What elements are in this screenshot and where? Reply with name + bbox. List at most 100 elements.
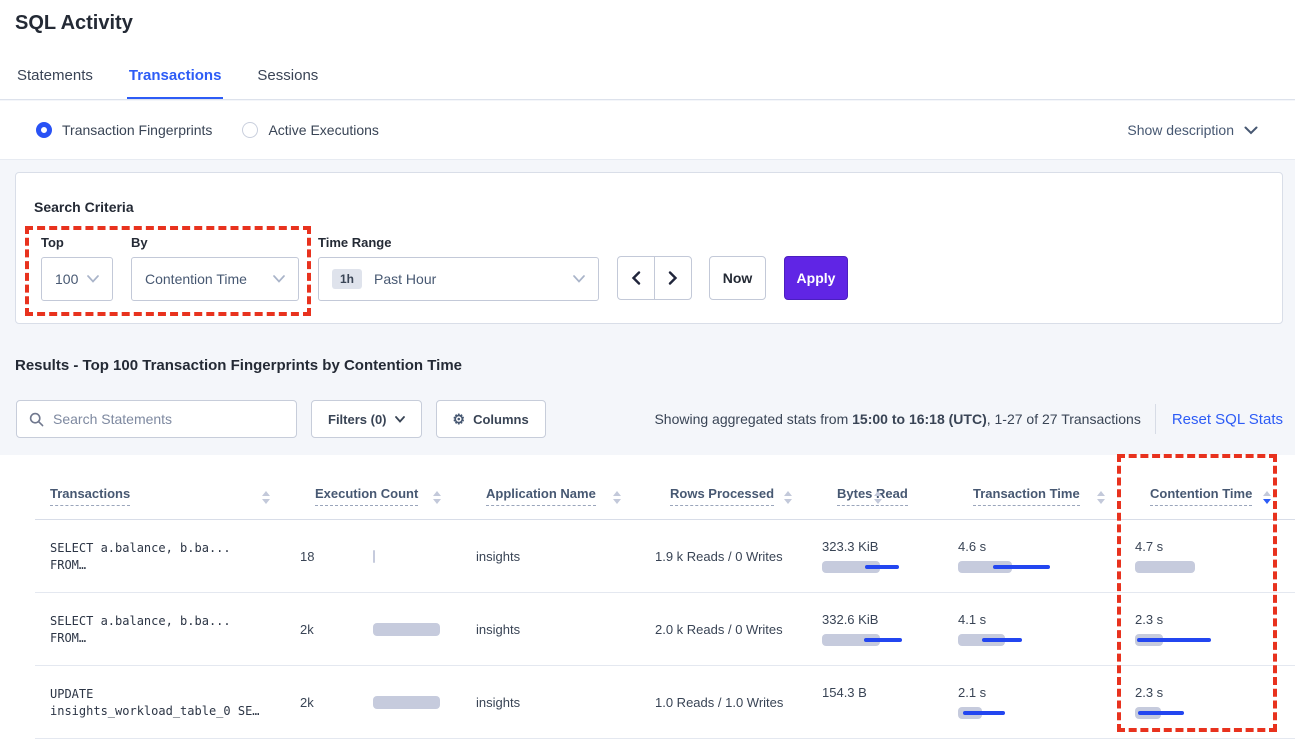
column-header-bytes-read[interactable]: Bytes Read: [822, 455, 958, 519]
application-name-cell: insights: [471, 593, 655, 665]
column-header-transactions[interactable]: Transactions: [35, 455, 300, 519]
sort-icon[interactable]: [433, 491, 441, 504]
execution-count-bar: [373, 695, 440, 709]
sort-down-triangle: [613, 499, 621, 504]
rows-processed-value: 2.0 k Reads / 0 Writes: [655, 621, 783, 637]
sort-icon[interactable]: [613, 491, 621, 504]
table-row[interactable]: UPDATE insights_workload_table_0 SE… 2k ins…: [35, 666, 1295, 739]
bytes-read-cell: 323.3 KiB: [822, 520, 958, 592]
radio-unselected-icon[interactable]: [242, 122, 259, 138]
sort-icon[interactable]: [874, 491, 882, 504]
time-range-label: Time Range: [318, 235, 392, 250]
column-header-execution-count[interactable]: Execution Count: [300, 455, 471, 519]
reset-sql-stats-link[interactable]: Reset SQL Stats: [1171, 410, 1283, 428]
statement-line-1: SELECT a.balance, b.ba...: [50, 540, 231, 555]
sort-down-triangle: [784, 499, 792, 504]
column-header-application-name[interactable]: Application Name: [471, 455, 655, 519]
column-header-contention-time[interactable]: Contention Time: [1135, 455, 1283, 519]
chevron-down-icon: [87, 275, 99, 283]
time-nav-group: [617, 256, 692, 300]
statement-line-2: FROM…: [50, 630, 87, 645]
column-header-label: Execution Count: [315, 486, 419, 506]
top-bar: SQL Activity Statements Transactions Ses…: [0, 0, 1295, 100]
transaction-time-bar: [958, 707, 1088, 719]
next-time-button[interactable]: [654, 256, 692, 300]
search-statements-input[interactable]: [53, 411, 284, 427]
aggregated-stats-text: Showing aggregated stats from 15:00 to 1…: [654, 411, 1141, 427]
rows-processed-value: 1.0 Reads / 1.0 Writes: [655, 694, 784, 710]
view-toggle-bar: Transaction Fingerprints Active Executio…: [0, 101, 1295, 160]
radio-selected-icon[interactable]: [36, 122, 52, 138]
tab-transactions[interactable]: Transactions: [126, 67, 224, 99]
apply-button[interactable]: Apply: [784, 256, 848, 300]
sort-down-triangle: [1263, 499, 1271, 504]
transaction-time-value: 4.6 s: [958, 539, 987, 554]
contention-time-cell: 2.3 s: [1135, 666, 1283, 738]
application-name-value: insights: [476, 548, 521, 564]
application-name-value: insights: [476, 621, 521, 637]
search-criteria-card: Search Criteria Top 100 By Contention Ti…: [15, 172, 1283, 324]
bytes-read-bar: [822, 561, 952, 573]
bar-stddev-line: [982, 638, 1022, 642]
top-label: Top: [41, 235, 64, 250]
rows-processed-value: 1.9 k Reads / 0 Writes: [655, 548, 783, 564]
sort-up-triangle: [1097, 491, 1105, 496]
top-select-value: 100: [55, 271, 79, 287]
column-header-transaction-time[interactable]: Transaction Time: [958, 455, 1135, 519]
bytes-read-cell: 154.3 B: [822, 666, 958, 738]
rows-processed-cell: 1.0 Reads / 1.0 Writes: [655, 666, 822, 738]
by-select[interactable]: Contention Time: [131, 257, 299, 301]
execution-count-value: 2k: [300, 694, 314, 710]
sort-up-triangle: [784, 491, 792, 496]
bytes-read-cell: 332.6 KiB: [822, 593, 958, 665]
statement-line-2: FROM…: [50, 557, 87, 572]
top-select[interactable]: 100: [41, 257, 113, 301]
execution-count-cell: 18: [300, 520, 471, 592]
transaction-statement-link[interactable]: UPDATE insights_workload_table_0 SE…: [35, 666, 300, 738]
chevron-right-icon: [668, 271, 678, 285]
column-header-label: Rows Processed: [670, 486, 775, 506]
statement-line-2: insights_workload_table_0 SE…: [50, 703, 260, 718]
sort-icon[interactable]: [1263, 491, 1271, 504]
search-statements-box[interactable]: [16, 400, 297, 438]
transaction-statement-link[interactable]: SELECT a.balance, b.ba... FROM…: [35, 593, 300, 665]
table-row[interactable]: SELECT a.balance, b.ba... FROM… 18 insights…: [35, 520, 1295, 593]
transaction-time-bar: [958, 634, 1088, 646]
radio-active-executions[interactable]: Active Executions: [242, 122, 379, 138]
transaction-time-value: 2.1 s: [958, 685, 987, 700]
now-button[interactable]: Now: [709, 256, 766, 300]
columns-button[interactable]: ⚙ Columns: [435, 400, 546, 438]
time-range-select[interactable]: 1h Past Hour: [318, 257, 599, 301]
chevron-down-icon: [394, 415, 405, 423]
bar-stddev-line: [1138, 711, 1184, 715]
sort-icon[interactable]: [1097, 491, 1105, 504]
sort-icon[interactable]: [262, 491, 270, 504]
previous-time-button[interactable]: [617, 256, 655, 300]
sort-icon[interactable]: [784, 491, 792, 504]
contention-time-cell: 4.7 s: [1135, 520, 1283, 592]
column-header-rows-processed[interactable]: Rows Processed: [655, 455, 822, 519]
filters-button[interactable]: Filters (0): [311, 400, 422, 438]
radio-transaction-fingerprints[interactable]: Transaction Fingerprints: [36, 122, 212, 138]
tab-statements[interactable]: Statements: [17, 67, 93, 84]
results-heading: Results - Top 100 Transaction Fingerprin…: [15, 357, 463, 374]
execution-count-value: 18: [300, 548, 315, 564]
sort-up-triangle: [262, 491, 270, 496]
gear-icon: ⚙: [452, 411, 466, 427]
transaction-time-bar: [958, 561, 1088, 573]
contention-time-bar: [1135, 561, 1265, 573]
bytes-read-value: 154.3 B: [822, 685, 867, 700]
sort-up-triangle: [1263, 491, 1271, 496]
show-description-toggle[interactable]: Show description: [1127, 122, 1258, 138]
contention-time-bar: [1135, 634, 1265, 646]
bar-mean: [822, 634, 880, 646]
sort-down-triangle: [1097, 499, 1105, 504]
execution-count-bar: [373, 622, 440, 636]
table-row[interactable]: SELECT a.balance, b.ba... FROM… 2k insights…: [35, 593, 1295, 666]
rows-processed-cell: 1.9 k Reads / 0 Writes: [655, 520, 822, 592]
column-header-label: Contention Time: [1150, 486, 1253, 506]
filters-label: Filters (0): [328, 411, 387, 427]
transaction-statement-link[interactable]: SELECT a.balance, b.ba... FROM…: [35, 520, 300, 592]
transaction-time-value: 4.1 s: [958, 612, 987, 627]
tab-sessions[interactable]: Sessions: [257, 67, 319, 84]
